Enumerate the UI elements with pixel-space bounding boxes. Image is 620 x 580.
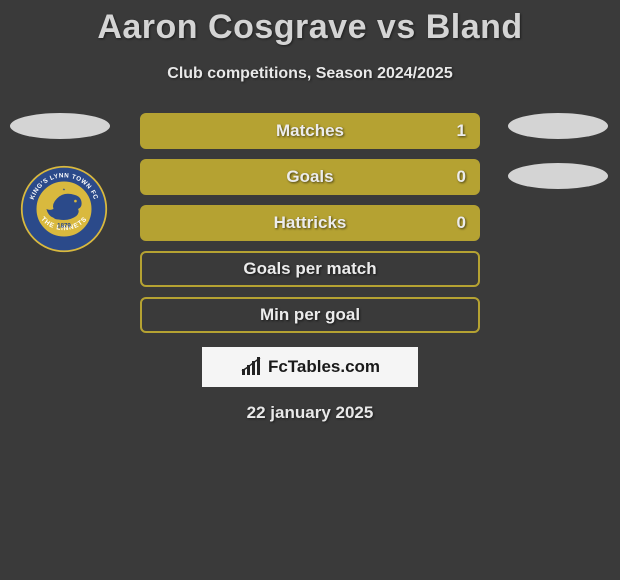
stat-label: Matches <box>142 121 478 141</box>
stat-label: Min per goal <box>142 305 478 325</box>
stat-value: 0 <box>457 167 466 187</box>
page-title: Aaron Cosgrave vs Bland <box>0 0 620 47</box>
stat-row-min-per-goal: Min per goal <box>140 297 480 333</box>
stat-label: Hattricks <box>142 213 478 233</box>
stats-table: Matches 1 Goals 0 Hattricks 0 Goals per … <box>140 113 480 333</box>
player-right-badge-placeholder-1 <box>508 113 608 139</box>
stat-row-hattricks: Hattricks 0 <box>140 205 480 241</box>
stat-row-goals-per-match: Goals per match <box>140 251 480 287</box>
brand-text: FcTables.com <box>268 357 380 377</box>
footer-date: 22 january 2025 <box>0 403 620 423</box>
stat-value: 0 <box>457 213 466 233</box>
player-right-badge-placeholder-2 <box>508 163 608 189</box>
club-badge-icon: KING'S LYNN TOWN FC THE LINNETS 1879 ★ <box>20 165 108 253</box>
brand-badge: FcTables.com <box>202 347 418 387</box>
stat-label: Goals per match <box>142 259 478 279</box>
stat-row-goals: Goals 0 <box>140 159 480 195</box>
svg-text:1879: 1879 <box>57 222 71 229</box>
player-left-badge-placeholder <box>10 113 110 139</box>
comparison-layout: KING'S LYNN TOWN FC THE LINNETS 1879 ★ M… <box>0 113 620 423</box>
stat-row-matches: Matches 1 <box>140 113 480 149</box>
stat-label: Goals <box>142 167 478 187</box>
page-subtitle: Club competitions, Season 2024/2025 <box>0 65 620 83</box>
chart-icon <box>240 357 264 377</box>
stat-value: 1 <box>457 121 466 141</box>
